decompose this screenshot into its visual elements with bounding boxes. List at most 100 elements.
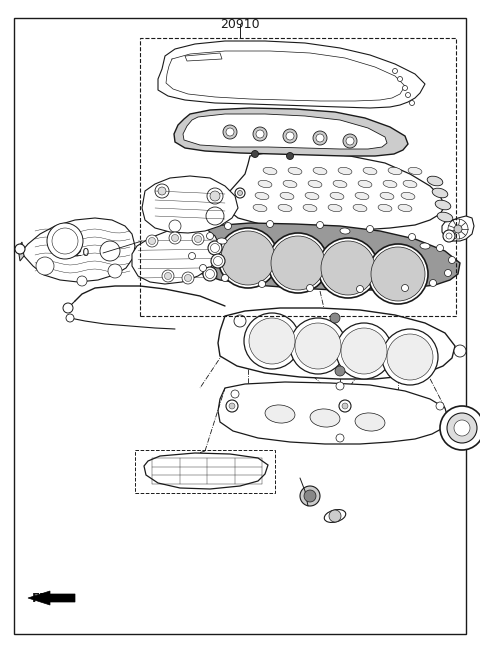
Ellipse shape	[340, 228, 350, 234]
Circle shape	[447, 413, 477, 443]
Polygon shape	[190, 223, 460, 290]
Circle shape	[436, 402, 444, 410]
Circle shape	[158, 187, 166, 195]
Circle shape	[231, 390, 239, 398]
Polygon shape	[226, 152, 445, 230]
Circle shape	[148, 238, 156, 244]
Circle shape	[313, 131, 327, 145]
Circle shape	[226, 400, 238, 412]
Circle shape	[189, 253, 195, 260]
Ellipse shape	[388, 167, 402, 174]
Circle shape	[108, 264, 122, 278]
Ellipse shape	[403, 180, 417, 187]
Circle shape	[397, 76, 403, 81]
Circle shape	[371, 247, 425, 301]
Ellipse shape	[378, 204, 392, 212]
Circle shape	[266, 220, 274, 227]
Circle shape	[454, 225, 462, 233]
Circle shape	[146, 235, 158, 247]
Polygon shape	[442, 216, 474, 241]
Circle shape	[15, 244, 25, 254]
Ellipse shape	[355, 413, 385, 431]
Text: 20920: 20920	[54, 248, 89, 258]
Ellipse shape	[255, 193, 269, 200]
Bar	[140, 38, 456, 316]
Polygon shape	[132, 226, 220, 284]
Circle shape	[171, 234, 179, 242]
Polygon shape	[28, 591, 75, 605]
Circle shape	[63, 303, 73, 313]
Text: FR.: FR.	[32, 592, 54, 605]
Circle shape	[393, 68, 397, 74]
Circle shape	[211, 244, 219, 253]
Ellipse shape	[383, 180, 397, 187]
Ellipse shape	[313, 167, 327, 174]
Ellipse shape	[324, 510, 346, 523]
Circle shape	[155, 184, 169, 198]
Circle shape	[244, 313, 300, 369]
Circle shape	[234, 315, 246, 327]
Polygon shape	[18, 242, 24, 261]
Circle shape	[211, 254, 225, 268]
Ellipse shape	[353, 204, 367, 212]
Circle shape	[207, 188, 223, 204]
Circle shape	[440, 406, 480, 450]
Circle shape	[256, 130, 264, 138]
Circle shape	[387, 334, 433, 380]
Circle shape	[339, 400, 351, 412]
Circle shape	[194, 236, 202, 242]
Circle shape	[203, 267, 217, 281]
Circle shape	[162, 270, 174, 282]
Circle shape	[430, 280, 436, 286]
Bar	[135, 450, 275, 493]
Circle shape	[169, 220, 181, 232]
Circle shape	[454, 420, 470, 436]
Circle shape	[229, 403, 235, 409]
Circle shape	[408, 233, 416, 240]
Circle shape	[169, 232, 181, 244]
Circle shape	[271, 236, 325, 290]
Circle shape	[436, 244, 444, 251]
Circle shape	[223, 125, 237, 139]
Ellipse shape	[437, 212, 453, 222]
Circle shape	[307, 284, 313, 291]
Ellipse shape	[328, 204, 342, 212]
Circle shape	[206, 233, 214, 240]
Circle shape	[321, 241, 375, 295]
Ellipse shape	[253, 204, 267, 212]
Ellipse shape	[432, 188, 448, 198]
Ellipse shape	[333, 180, 347, 187]
Circle shape	[401, 284, 408, 291]
Circle shape	[77, 276, 87, 286]
Circle shape	[287, 152, 293, 160]
Circle shape	[206, 207, 224, 225]
Polygon shape	[142, 176, 238, 233]
Polygon shape	[22, 218, 135, 282]
Polygon shape	[218, 382, 448, 444]
Circle shape	[444, 269, 452, 276]
Polygon shape	[183, 114, 387, 149]
Ellipse shape	[265, 405, 295, 423]
Circle shape	[238, 191, 242, 196]
Circle shape	[448, 256, 456, 264]
Circle shape	[192, 233, 204, 245]
Ellipse shape	[310, 409, 340, 427]
Polygon shape	[174, 108, 408, 156]
Ellipse shape	[283, 180, 297, 187]
Ellipse shape	[338, 167, 352, 174]
Circle shape	[330, 313, 340, 323]
Circle shape	[36, 257, 54, 275]
Circle shape	[329, 510, 341, 522]
Circle shape	[316, 134, 324, 142]
Circle shape	[249, 318, 295, 364]
Circle shape	[346, 137, 354, 145]
Ellipse shape	[263, 167, 277, 174]
Circle shape	[205, 269, 215, 278]
Circle shape	[368, 244, 428, 304]
Circle shape	[304, 490, 316, 502]
Ellipse shape	[308, 180, 322, 187]
Circle shape	[226, 128, 234, 136]
Ellipse shape	[258, 180, 272, 187]
Circle shape	[336, 434, 344, 442]
Circle shape	[165, 273, 171, 280]
